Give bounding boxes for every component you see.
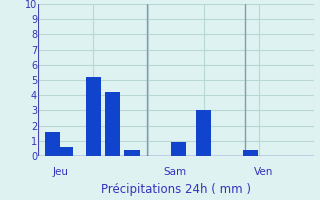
Bar: [58, 147, 74, 156]
Bar: [124, 150, 140, 156]
Text: Précipitations 24h ( mm ): Précipitations 24h ( mm ): [101, 183, 251, 196]
Bar: [171, 142, 186, 156]
Bar: [196, 110, 211, 156]
Bar: [105, 92, 120, 156]
Text: Ven: Ven: [254, 167, 274, 177]
Text: Sam: Sam: [163, 167, 186, 177]
Bar: [243, 150, 258, 156]
Bar: [86, 77, 101, 156]
Text: Jeu: Jeu: [52, 167, 68, 177]
Bar: [44, 132, 60, 156]
